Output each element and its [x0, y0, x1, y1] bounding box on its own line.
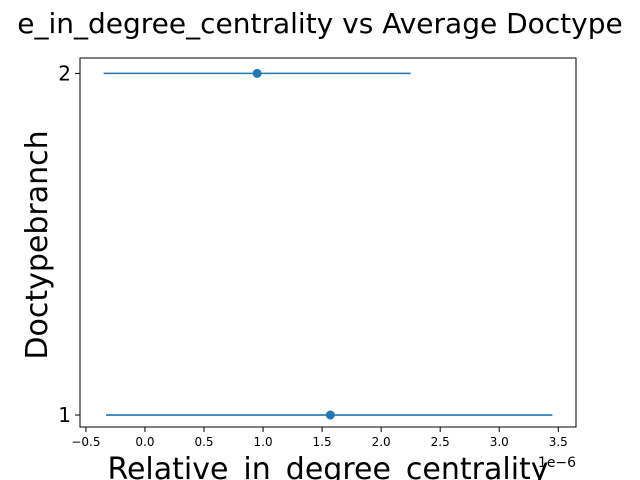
x-tick-label: 3.0 [490, 435, 509, 449]
x-tick-label: 2.5 [431, 435, 450, 449]
chart-title: e_in_degree_centrality vs Average Doctyp… [17, 7, 622, 40]
y-tick-label: 2 [58, 61, 71, 85]
x-tick-label: 2.0 [372, 435, 391, 449]
x-tick-label: 0.5 [194, 435, 213, 449]
y-tick-label: 1 [58, 403, 71, 427]
x-tick-label: 1.0 [254, 435, 273, 449]
x-tick-label: 1.5 [313, 435, 332, 449]
x-axis-label: Relative_in_degree_centrality [107, 452, 548, 480]
x-tick-label: 0.0 [135, 435, 154, 449]
x-tick-label: −0.5 [71, 435, 100, 449]
data-point [325, 410, 335, 420]
x-tick-label: 3.5 [549, 435, 568, 449]
data-point [252, 68, 262, 78]
y-axis-label: Doctypebranch [20, 130, 55, 359]
x-offset-label: 1e−6 [538, 455, 576, 471]
plot-frame [79, 57, 577, 428]
